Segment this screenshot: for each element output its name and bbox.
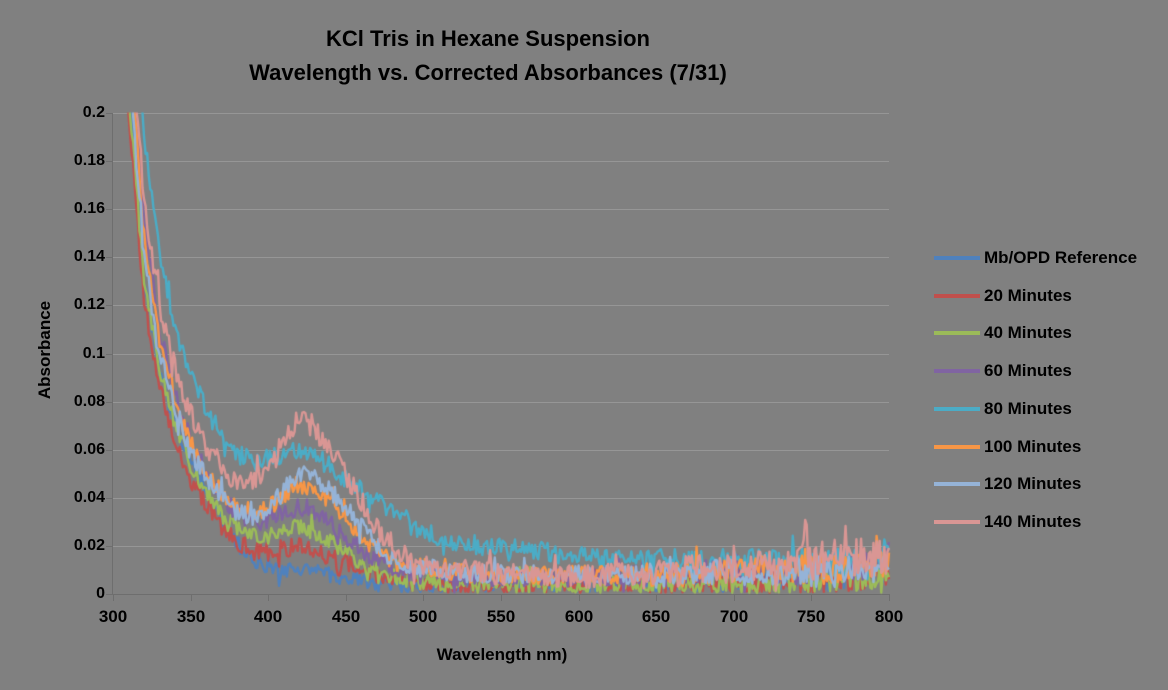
legend-line-swatch <box>934 369 980 373</box>
legend-item-100-minutes: 100 Minutes <box>934 437 1081 457</box>
legend-label: 80 Minutes <box>984 399 1072 418</box>
x-tick-label: 450 <box>331 607 361 626</box>
legend-label: 40 Minutes <box>984 323 1072 342</box>
x-tick-label: 300 <box>98 607 128 626</box>
x-tick-label: 500 <box>408 607 438 626</box>
x-tick-label: 350 <box>176 607 206 626</box>
y-tick-label: 0.1 <box>82 345 105 362</box>
y-tick-label: 0.18 <box>73 152 105 169</box>
legend-line-swatch <box>934 256 980 260</box>
legend-label: 100 Minutes <box>984 437 1082 456</box>
y-tick-label: 0.2 <box>82 104 105 121</box>
legend-label: 140 Minutes <box>984 512 1082 531</box>
x-tick-label: 700 <box>719 607 749 626</box>
x-tick-label: 800 <box>874 607 904 626</box>
legend-item-mb-opd-reference: Mb/OPD Reference <box>934 248 1137 268</box>
x-tick-label: 550 <box>486 607 516 626</box>
legend-line-swatch <box>934 445 980 449</box>
legend-item-60-minutes: 60 Minutes <box>934 361 1072 381</box>
legend-label: 20 Minutes <box>984 286 1072 305</box>
legend-line-swatch <box>934 294 980 298</box>
y-tick-label: 0.08 <box>73 393 105 410</box>
x-tick-label: 600 <box>564 607 594 626</box>
legend-label: 60 Minutes <box>984 361 1072 380</box>
y-tick-label: 0.02 <box>73 537 105 554</box>
x-tick-label: 750 <box>796 607 826 626</box>
y-tick-label: 0.14 <box>73 248 105 265</box>
y-tick-label: 0.06 <box>73 441 105 458</box>
legend-line-swatch <box>934 407 980 411</box>
legend-item-140-minutes: 140 Minutes <box>934 512 1081 532</box>
legend-label: Mb/OPD Reference <box>984 248 1138 267</box>
x-tick-label: 650 <box>641 607 671 626</box>
legend-item-120-minutes: 120 Minutes <box>934 474 1081 494</box>
y-tick-label: 0 <box>96 585 105 602</box>
y-tick-label: 0.12 <box>73 296 105 313</box>
legend-line-swatch <box>934 331 980 335</box>
legend-line-swatch <box>934 520 980 524</box>
y-tick-label: 0.16 <box>73 200 105 217</box>
y-tick-label: 0.04 <box>73 489 105 506</box>
legend-item-20-minutes: 20 Minutes <box>934 286 1072 306</box>
legend-item-40-minutes: 40 Minutes <box>934 323 1072 343</box>
legend-label: 120 Minutes <box>984 474 1082 493</box>
legend-line-swatch <box>934 482 980 486</box>
x-tick-label: 400 <box>253 607 283 626</box>
legend-item-80-minutes: 80 Minutes <box>934 399 1072 419</box>
